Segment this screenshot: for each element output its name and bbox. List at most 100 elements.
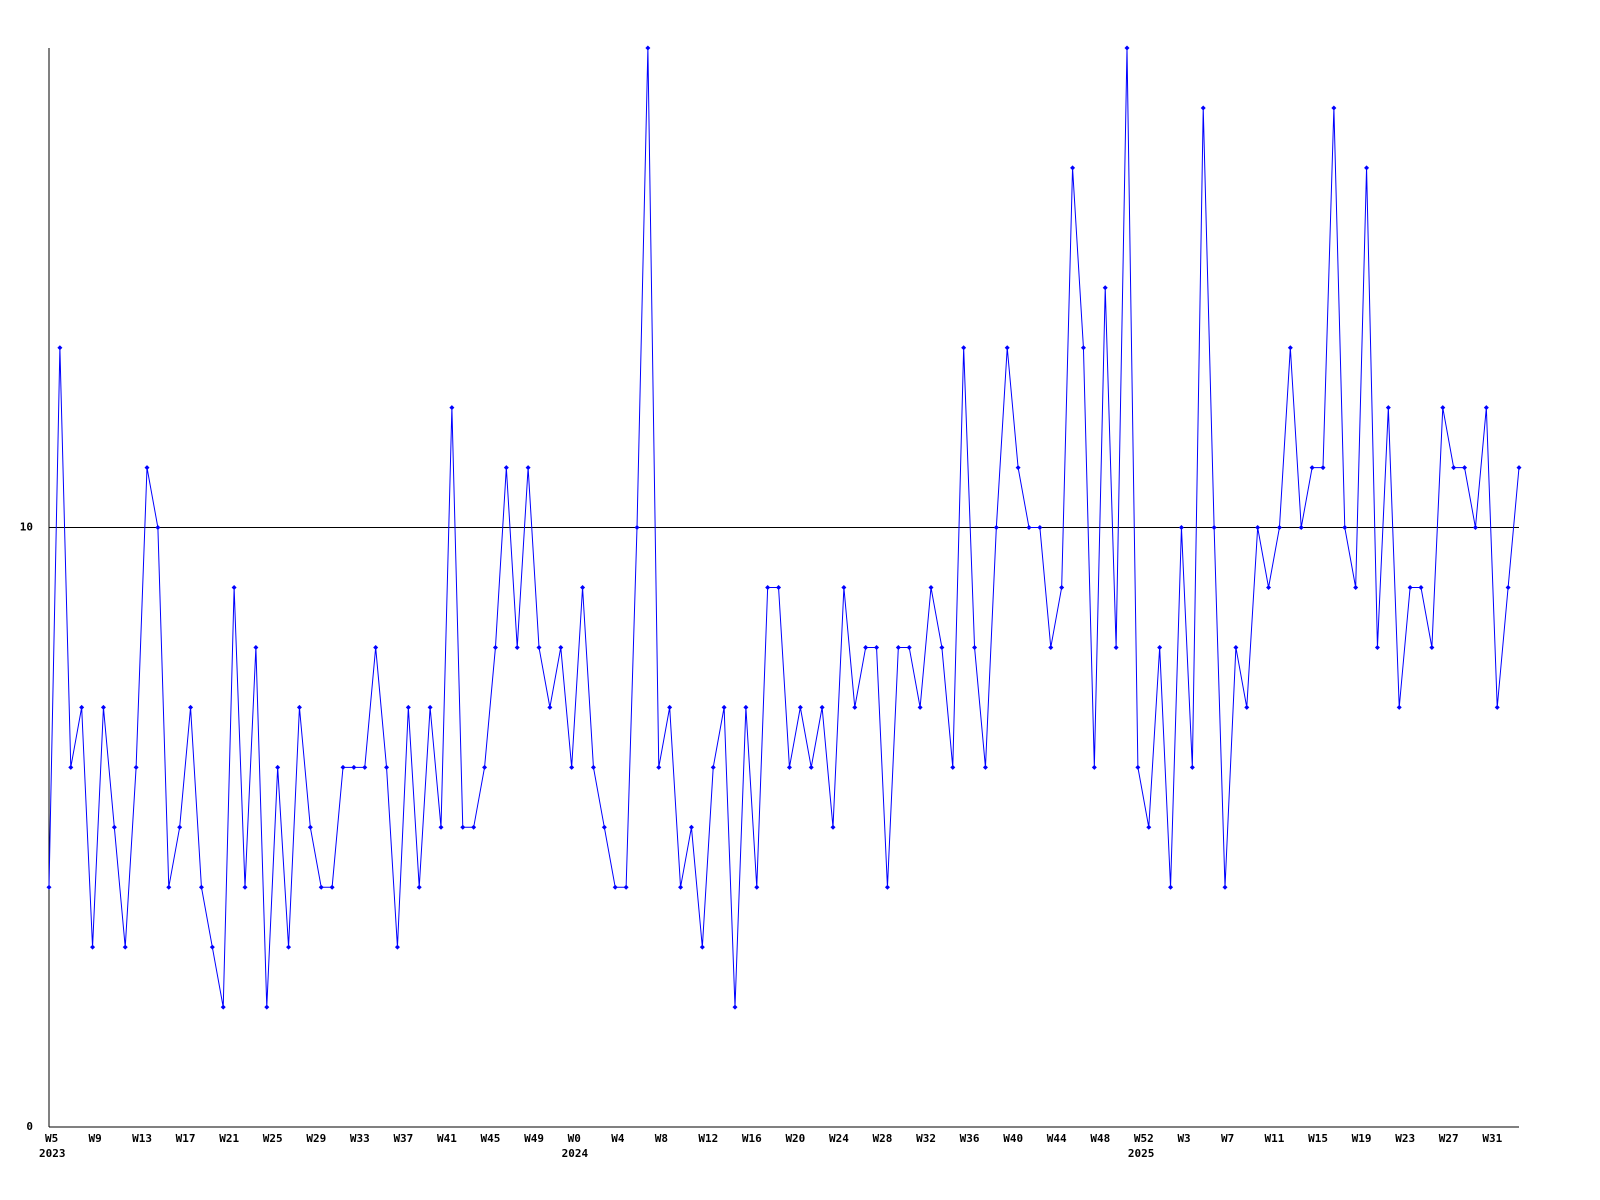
point-marker: [1266, 585, 1272, 590]
point-marker: [852, 704, 858, 710]
x-tick-label: W11: [1265, 1132, 1285, 1145]
point-marker: [177, 824, 183, 830]
point-marker: [754, 884, 760, 890]
point-marker: [776, 585, 782, 590]
point-marker: [514, 644, 520, 650]
point-marker: [699, 944, 705, 950]
point-marker: [1146, 824, 1152, 830]
point-marker: [525, 465, 531, 471]
point-marker: [1494, 704, 1500, 710]
point-marker: [656, 764, 662, 770]
year-label: 2024: [562, 1147, 589, 1160]
point-marker: [645, 45, 651, 51]
x-tick-label: W36: [960, 1132, 980, 1145]
x-tick-label: W5: [45, 1132, 58, 1145]
point-marker: [1091, 764, 1097, 770]
point-marker: [166, 884, 172, 890]
point-marker: [1113, 644, 1119, 650]
x-tick-label: W12: [698, 1132, 718, 1145]
x-tick-label: W29: [306, 1132, 326, 1145]
x-tick-label: W40: [1003, 1132, 1023, 1145]
point-marker: [1244, 704, 1250, 710]
point-marker: [667, 704, 673, 710]
point-marker: [1157, 644, 1163, 650]
point-marker: [950, 764, 956, 770]
point-marker: [1200, 105, 1206, 111]
x-tick-label: W27: [1439, 1132, 1459, 1145]
x-tick-label: W25: [263, 1132, 283, 1145]
point-marker: [286, 944, 292, 950]
point-marker: [710, 764, 716, 770]
x-tick-label: W15: [1308, 1132, 1328, 1145]
point-marker: [732, 1004, 738, 1010]
point-marker: [830, 824, 836, 830]
point-marker: [547, 704, 553, 710]
point-marker: [765, 585, 771, 590]
point-marker: [1124, 45, 1130, 51]
x-tick-label: W19: [1352, 1132, 1372, 1145]
point-marker: [895, 644, 901, 650]
point-marker: [1048, 644, 1054, 650]
x-tick-label: W28: [873, 1132, 893, 1145]
point-marker: [1080, 345, 1086, 351]
x-tick-label: W41: [437, 1132, 457, 1145]
point-marker: [972, 644, 978, 650]
point-marker: [634, 525, 640, 531]
point-marker: [1309, 465, 1315, 471]
point-marker: [1233, 644, 1239, 650]
point-marker: [928, 585, 934, 590]
point-marker: [503, 465, 509, 471]
point-marker: [340, 764, 346, 770]
point-marker: [993, 525, 999, 531]
point-marker: [307, 824, 313, 830]
point-marker: [874, 644, 880, 650]
year-label: 2023: [39, 1147, 66, 1160]
point-marker: [231, 585, 237, 590]
point-marker: [1255, 525, 1261, 531]
x-tick-label: W24: [829, 1132, 849, 1145]
point-marker: [1451, 465, 1457, 471]
point-marker: [1462, 465, 1468, 471]
point-marker: [1516, 465, 1522, 471]
point-marker: [482, 764, 488, 770]
point-marker: [1505, 585, 1511, 590]
x-tick-label: W16: [742, 1132, 762, 1145]
point-marker: [1222, 884, 1228, 890]
point-marker: [68, 764, 74, 770]
point-marker: [1015, 465, 1021, 471]
x-tick-label: W17: [176, 1132, 196, 1145]
x-tick-label: W8: [655, 1132, 668, 1145]
x-tick-label: W37: [393, 1132, 413, 1145]
y-tick-label: 0: [26, 1120, 33, 1133]
point-marker: [601, 824, 607, 830]
point-marker: [569, 764, 575, 770]
point-marker: [492, 644, 498, 650]
point-marker: [351, 764, 357, 770]
point-marker: [264, 1004, 270, 1010]
x-tick-label: W31: [1482, 1132, 1502, 1145]
point-marker: [373, 644, 379, 650]
point-marker: [961, 345, 967, 351]
point-marker: [1276, 525, 1282, 531]
point-marker: [275, 764, 281, 770]
point-marker: [438, 824, 444, 830]
point-marker: [1429, 644, 1435, 650]
point-marker: [296, 704, 302, 710]
point-marker: [460, 824, 466, 830]
x-tick-label: W32: [916, 1132, 936, 1145]
point-marker: [220, 1004, 226, 1010]
point-marker: [1374, 644, 1380, 650]
point-marker: [797, 704, 803, 710]
point-marker: [884, 884, 890, 890]
x-tick-label: W20: [785, 1132, 805, 1145]
point-marker: [90, 944, 96, 950]
point-marker: [155, 525, 161, 531]
point-marker: [46, 884, 52, 890]
x-tick-label: W3: [1177, 1132, 1190, 1145]
x-tick-label: W9: [89, 1132, 102, 1145]
point-marker: [1168, 884, 1174, 890]
point-marker: [939, 644, 945, 650]
point-marker: [1331, 105, 1337, 111]
point-marker: [678, 884, 684, 890]
point-marker: [1342, 525, 1348, 531]
